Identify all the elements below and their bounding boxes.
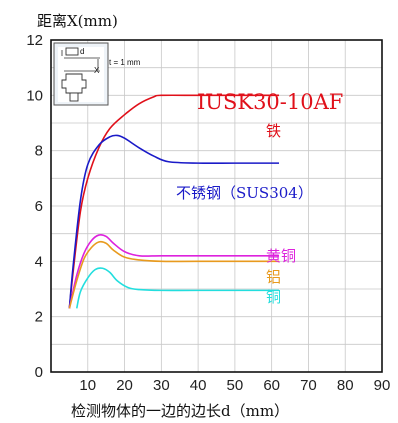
series-line-4	[75, 267, 280, 309]
series-label-3: 铝	[266, 268, 281, 286]
y-tick-label: 2	[35, 309, 43, 326]
plot-frame	[50, 39, 383, 373]
series-line-1	[68, 134, 280, 309]
series-lines	[68, 94, 280, 309]
inset-d-label: d	[80, 47, 84, 56]
sensor-cable	[69, 92, 79, 102]
x-axis-label: 检测物体的一边的边长d（mm）	[71, 402, 289, 420]
series-line-2	[68, 233, 280, 309]
target-plate	[65, 47, 79, 56]
x-tick-label: 20	[116, 377, 133, 394]
x-tick-label: 90	[374, 377, 391, 394]
x-tick-label: 30	[153, 377, 170, 394]
series-label-0: 铁	[266, 122, 281, 140]
y-tick-label: 4	[35, 253, 43, 270]
x-tick-label: 80	[337, 377, 354, 394]
y-tick-label: 6	[35, 198, 43, 215]
y-tick-label: 8	[35, 143, 43, 160]
x-tick-label: 70	[300, 377, 317, 394]
series-line-0	[68, 94, 280, 309]
series-label-4: 铜	[266, 288, 281, 306]
axes	[50, 39, 383, 373]
model-label: IUSK30-10AF	[197, 90, 343, 114]
inset-x-label: X	[94, 66, 100, 75]
sensor-body	[61, 73, 87, 94]
series-label-1: 不锈钢（SUS304）	[176, 184, 313, 202]
x-tick-label: 50	[227, 377, 244, 394]
tick-labels: 0 2 4 6 8 10 12 10 20 30 40 50 60 70 80 90	[26, 32, 390, 394]
y-tick-label: 10	[26, 87, 43, 104]
y-tick-label: 12	[26, 32, 43, 49]
x-tick-label: 60	[263, 377, 280, 394]
series-line-3	[68, 240, 280, 309]
x-tick-label: 10	[79, 377, 96, 394]
x-tick-label: 40	[190, 377, 207, 394]
y-axis-label: 距离X(mm)	[37, 12, 118, 30]
inset-t-label: t = 1 mm	[109, 58, 141, 67]
y-tick-label: 0	[35, 364, 43, 381]
sensor-inset-diagram: d t = 1 mm X	[53, 42, 141, 106]
series-label-2: 黄铜	[266, 247, 296, 265]
